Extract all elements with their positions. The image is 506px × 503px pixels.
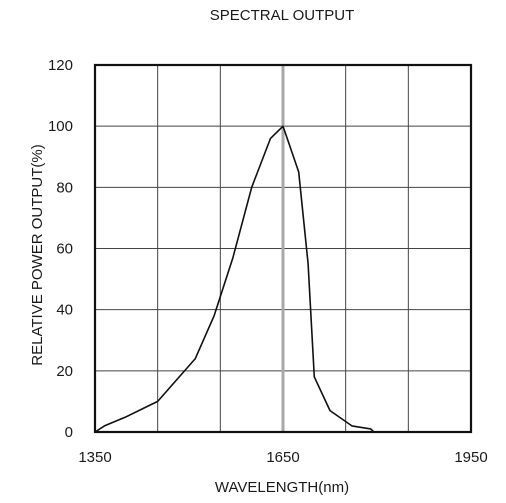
y-tick-label: 60 [56,241,73,258]
y-tick-label: 100 [48,118,73,135]
y-tick-label: 40 [56,302,73,319]
x-tick-labels: 1350 1650 1950 [78,449,487,466]
y-tick-label: 80 [56,179,73,196]
plot-frame [93,63,473,434]
x-tick-label: 1650 [266,449,299,466]
y-tick-label: 20 [56,363,73,380]
y-tick-labels: 0 20 40 60 80 100 120 [48,57,73,441]
y-tick-label: 0 [65,424,73,441]
y-axis-label: RELATIVE POWER OUTPUT(%) [29,144,46,365]
x-tick-label: 1350 [78,449,111,466]
y-tick-label: 120 [48,57,73,74]
x-tick-label: 1950 [454,449,487,466]
spectral-curve [94,125,375,433]
x-axis-label: WAVELENGTH(nm) [215,479,349,496]
chart-title: SPECTRAL OUTPUT [210,7,354,24]
